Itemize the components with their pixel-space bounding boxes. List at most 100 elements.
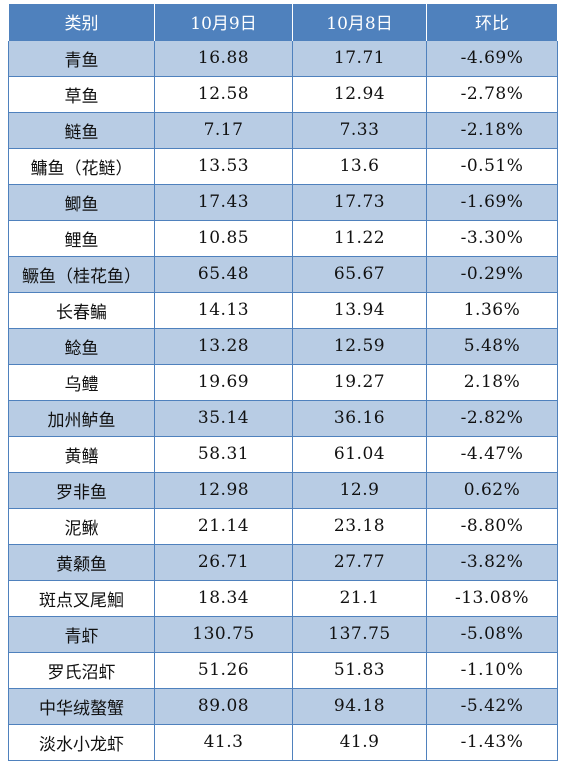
cell-category: 斑点叉尾鮰 [8,579,155,617]
cell-oct8-price: 137.75 [292,615,427,653]
cell-category: 泥鳅 [8,507,155,545]
cell-change: -5.42% [426,687,558,725]
cell-category: 鲤鱼 [8,219,155,257]
table-row: 鳜鱼（桂花鱼） 65.48 65.67 -0.29% [8,255,558,293]
table-row: 草鱼 12.58 12.94 -2.78% [8,75,558,113]
cell-oct9-price: 51.26 [154,651,293,689]
cell-category: 草鱼 [8,75,155,113]
cell-change: -4.47% [426,435,558,473]
cell-oct9-price: 35.14 [154,399,293,437]
header-oct9: 10月9日 [154,4,293,40]
cell-oct8-price: 11.22 [292,219,427,257]
cell-oct8-price: 17.71 [292,39,427,77]
cell-category: 加州鲈鱼 [8,399,155,437]
cell-oct8-price: 94.18 [292,687,427,725]
cell-oct9-price: 14.13 [154,291,293,329]
cell-category: 青虾 [8,615,155,653]
cell-change: -2.18% [426,111,558,149]
cell-change: 2.18% [426,363,558,401]
cell-oct8-price: 41.9 [292,723,427,761]
header-change: 环比 [426,4,558,40]
cell-oct8-price: 13.94 [292,291,427,329]
cell-oct9-price: 13.28 [154,327,293,365]
table-row: 鲢鱼 7.17 7.33 -2.18% [8,111,558,149]
cell-category: 鲫鱼 [8,183,155,221]
cell-oct9-price: 16.88 [154,39,293,77]
table-row: 斑点叉尾鮰 18.34 21.1 -13.08% [8,579,558,617]
table-row: 加州鲈鱼 35.14 36.16 -2.82% [8,399,558,437]
price-table-container: 类别 10月9日 10月8日 环比 青鱼 16.88 17.71 -4.69% 草鱼 12… [8,4,558,761]
cell-oct9-price: 21.14 [154,507,293,545]
table-row: 罗非鱼 12.98 12.9 0.62% [8,471,558,509]
table-row: 长春鳊 14.13 13.94 1.36% [8,291,558,329]
cell-category: 淡水小龙虾 [8,723,155,761]
cell-oct9-price: 41.3 [154,723,293,761]
table-row: 青虾 130.75 137.75 -5.08% [8,615,558,653]
cell-change: -5.08% [426,615,558,653]
cell-category: 黄鳝 [8,435,155,473]
cell-oct8-price: 13.6 [292,147,427,185]
cell-category: 乌鳢 [8,363,155,401]
cell-change: -3.82% [426,543,558,581]
table-row: 黄鳝 58.31 61.04 -4.47% [8,435,558,473]
table-row: 鲤鱼 10.85 11.22 -3.30% [8,219,558,257]
table-row: 罗氏沼虾 51.26 51.83 -1.10% [8,651,558,689]
cell-oct8-price: 61.04 [292,435,427,473]
cell-category: 鳙鱼（花鲢） [8,147,155,185]
cell-change: -4.69% [426,39,558,77]
cell-oct9-price: 13.53 [154,147,293,185]
cell-oct8-price: 19.27 [292,363,427,401]
cell-change: -2.78% [426,75,558,113]
cell-oct9-price: 89.08 [154,687,293,725]
cell-change: 0.62% [426,471,558,509]
table-row: 泥鳅 21.14 23.18 -8.80% [8,507,558,545]
cell-oct9-price: 18.34 [154,579,293,617]
cell-change: -1.10% [426,651,558,689]
table-row: 鲫鱼 17.43 17.73 -1.69% [8,183,558,221]
cell-oct8-price: 12.94 [292,75,427,113]
cell-oct8-price: 17.73 [292,183,427,221]
table-row: 鲶鱼 13.28 12.59 5.48% [8,327,558,365]
table-header: 类别 10月9日 10月8日 环比 [8,4,558,40]
cell-oct9-price: 12.98 [154,471,293,509]
cell-category: 黄颡鱼 [8,543,155,581]
cell-oct9-price: 58.31 [154,435,293,473]
table-row: 乌鳢 19.69 19.27 2.18% [8,363,558,401]
cell-change: -13.08% [426,579,558,617]
cell-oct9-price: 130.75 [154,615,293,653]
cell-change: -2.82% [426,399,558,437]
cell-category: 罗非鱼 [8,471,155,509]
table-row: 黄颡鱼 26.71 27.77 -3.82% [8,543,558,581]
cell-oct8-price: 65.67 [292,255,427,293]
header-oct8: 10月8日 [292,4,427,40]
price-table: 类别 10月9日 10月8日 环比 青鱼 16.88 17.71 -4.69% 草鱼 12… [8,4,558,761]
cell-change: -1.43% [426,723,558,761]
cell-change: -0.29% [426,255,558,293]
table-row: 中华绒螯蟹 89.08 94.18 -5.42% [8,687,558,725]
cell-change: 1.36% [426,291,558,329]
cell-category: 罗氏沼虾 [8,651,155,689]
cell-oct9-price: 12.58 [154,75,293,113]
cell-oct8-price: 51.83 [292,651,427,689]
header-row: 类别 10月9日 10月8日 环比 [8,4,558,40]
cell-oct8-price: 36.16 [292,399,427,437]
header-category: 类别 [8,4,155,40]
cell-change: 5.48% [426,327,558,365]
cell-category: 长春鳊 [8,291,155,329]
table-row: 淡水小龙虾 41.3 41.9 -1.43% [8,723,558,761]
cell-oct8-price: 7.33 [292,111,427,149]
table-body: 青鱼 16.88 17.71 -4.69% 草鱼 12.58 12.94 -2.78% 鲢鱼 7.… [8,39,558,761]
table-row: 青鱼 16.88 17.71 -4.69% [8,39,558,77]
cell-oct8-price: 12.59 [292,327,427,365]
cell-category: 青鱼 [8,39,155,77]
cell-change: -1.69% [426,183,558,221]
cell-oct8-price: 27.77 [292,543,427,581]
cell-category: 中华绒螯蟹 [8,687,155,725]
cell-change: -3.30% [426,219,558,257]
cell-oct9-price: 65.48 [154,255,293,293]
cell-oct9-price: 19.69 [154,363,293,401]
cell-oct8-price: 12.9 [292,471,427,509]
cell-category: 鲶鱼 [8,327,155,365]
cell-oct9-price: 17.43 [154,183,293,221]
cell-oct8-price: 21.1 [292,579,427,617]
